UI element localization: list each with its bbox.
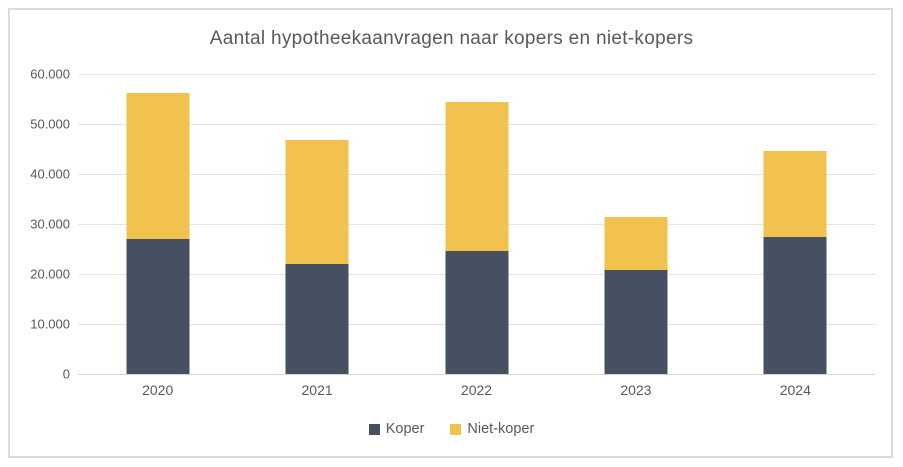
bar-segment-niet-koper-2022 bbox=[445, 101, 508, 251]
bar-segment-niet-koper-2021 bbox=[285, 140, 349, 264]
bar-segment-koper-2020 bbox=[126, 239, 190, 374]
bar-segment-koper-2021 bbox=[285, 263, 349, 374]
bar-segment-niet-koper-2023 bbox=[604, 216, 668, 270]
gridline-0 bbox=[78, 374, 875, 375]
y-axis-tick-label: 10.000 bbox=[30, 316, 70, 332]
bar-stack-2024 bbox=[763, 74, 827, 374]
bar-segment-koper-2022 bbox=[445, 251, 508, 374]
plot-area: 60.000 50.000 40.000 30.000 20.000 10.000 0 202… bbox=[30, 67, 875, 398]
chart-legend: Koper Niet-koper bbox=[0, 421, 903, 437]
bar-segment-niet-koper-2024 bbox=[763, 151, 827, 237]
x-axis-tick-label-2020: 2020 bbox=[142, 382, 174, 398]
legend-item-koper: Koper bbox=[368, 421, 425, 437]
legend-swatch-icon bbox=[368, 423, 380, 435]
chart-title: Aantal hypotheekaanvragen naar kopers en… bbox=[209, 28, 694, 49]
bar-segment-niet-koper-2020 bbox=[126, 93, 190, 239]
bar-stack-2023 bbox=[604, 74, 668, 374]
bar-segment-koper-2023 bbox=[604, 270, 668, 374]
bar-segment-koper-2024 bbox=[763, 237, 827, 374]
x-axis-tick-label-2024: 2024 bbox=[779, 382, 811, 398]
x-axis-tick-label-2023: 2023 bbox=[620, 382, 652, 398]
legend-swatch-icon bbox=[450, 423, 462, 435]
legend-item-niet-koper: Niet-koper bbox=[450, 421, 534, 437]
x-axis-tick-label-2022: 2022 bbox=[460, 382, 493, 398]
y-axis-tick-label: 40.000 bbox=[30, 166, 70, 182]
y-axis-tick-label: 30.000 bbox=[30, 216, 70, 232]
legend-label: Koper bbox=[385, 421, 425, 437]
y-axis-tick-label: 0 bbox=[62, 366, 70, 382]
legend-label: Niet-koper bbox=[467, 421, 535, 437]
y-axis-tick-label: 50.000 bbox=[30, 116, 70, 132]
gridline-60000 bbox=[78, 74, 875, 75]
bar-stack-2022 bbox=[445, 74, 508, 374]
bar-stack-2021 bbox=[285, 74, 349, 374]
bar-stack-2020 bbox=[126, 74, 190, 374]
x-axis-tick-label-2021: 2021 bbox=[301, 382, 333, 398]
y-axis-tick-label: 60.000 bbox=[30, 66, 70, 82]
y-axis-tick-label: 20.000 bbox=[30, 266, 70, 282]
